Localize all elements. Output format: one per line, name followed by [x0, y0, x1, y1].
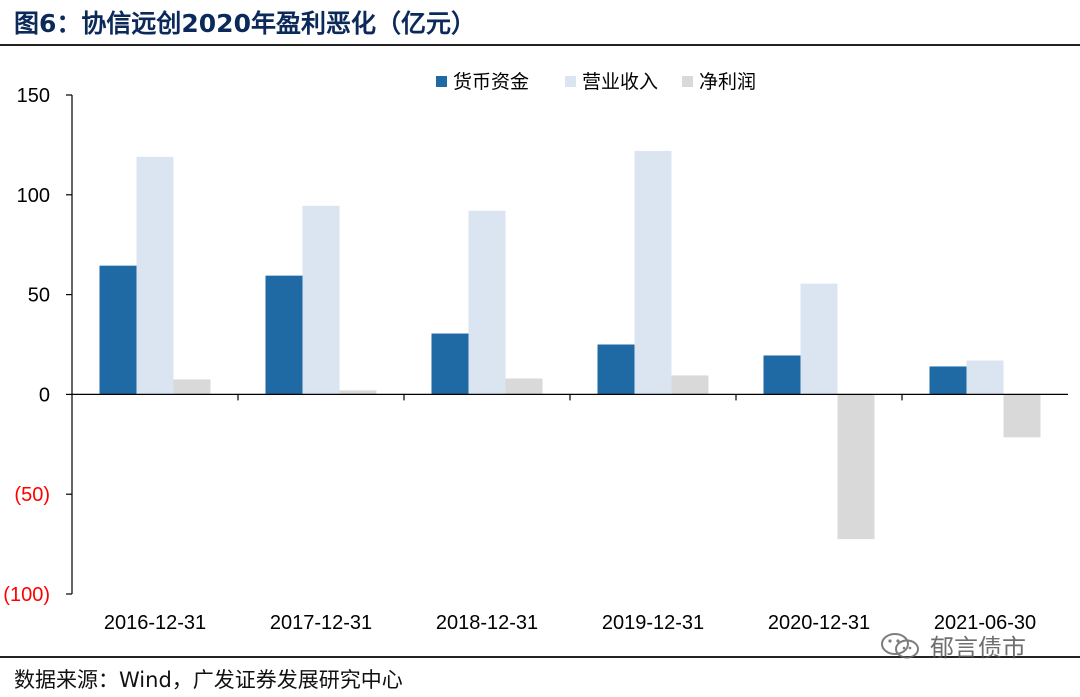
chart-title: 图6：协信远创2020年盈利恶化（亿元）	[14, 9, 476, 38]
y-tick-label: 0	[39, 384, 50, 406]
y-tick-label: 100	[17, 185, 50, 207]
watermark: 郁言债市	[880, 628, 1026, 663]
bar-series	[99, 150, 1041, 540]
title-divider	[0, 44, 1080, 46]
bar-营业收入-2020-12-31	[800, 283, 838, 395]
bar-净利润-2018-12-31	[505, 378, 543, 395]
bar-货币资金-2016-12-31	[99, 265, 137, 395]
legend: 货币资金 营业收入 净利润	[436, 71, 756, 93]
legend-swatch	[436, 76, 447, 87]
wechat-icon	[881, 632, 919, 658]
y-tick-label: (100)	[3, 584, 50, 606]
x-tick-label: 2020-12-31	[768, 612, 870, 634]
x-axis: 2016-12-31 2017-12-31 2018-12-31 2019-12-31…	[72, 393, 1068, 634]
watermark-text: 郁言债市	[930, 634, 1026, 662]
y-tick-label: 150	[17, 85, 50, 107]
legend-label: 营业收入	[582, 71, 658, 93]
bar-营业收入-2018-12-31	[468, 210, 506, 395]
bar-营业收入-2019-12-31	[634, 150, 672, 395]
bar-净利润-2017-12-31	[339, 390, 377, 395]
bar-营业收入-2017-12-31	[302, 205, 340, 395]
bar-营业收入-2016-12-31	[136, 156, 174, 395]
data-source: 数据来源：Wind，广发证券发展研究中心	[14, 668, 403, 692]
bar-货币资金-2019-12-31	[597, 344, 635, 395]
bar-营业收入-2021-06-30	[966, 360, 1004, 395]
y-tick-label: 50	[28, 285, 50, 307]
bar-货币资金-2020-12-31	[763, 355, 801, 395]
y-axis: 150 100 50 0 (50) (100)	[3, 85, 73, 606]
legend-swatch	[565, 76, 576, 87]
legend-swatch	[682, 76, 693, 87]
y-tick-label: (50)	[14, 484, 50, 506]
x-tick-label: 2019-12-31	[602, 612, 704, 634]
x-tick-label: 2018-12-31	[436, 612, 538, 634]
legend-label: 货币资金	[453, 71, 529, 93]
legend-label: 净利润	[699, 71, 756, 93]
x-tick-label: 2017-12-31	[270, 612, 372, 634]
bar-净利润-2020-12-31	[837, 394, 875, 540]
footer-divider	[0, 656, 1080, 658]
x-tick-label: 2016-12-31	[104, 612, 206, 634]
bar-货币资金-2021-06-30	[929, 366, 967, 395]
bar-净利润-2021-06-30	[1003, 394, 1041, 438]
bar-净利润-2016-12-31	[173, 379, 211, 395]
bar-货币资金-2017-12-31	[265, 275, 303, 395]
bar-货币资金-2018-12-31	[431, 333, 469, 395]
x-tick-label: 2021-06-30	[934, 612, 1036, 634]
bar-净利润-2019-12-31	[671, 375, 709, 395]
